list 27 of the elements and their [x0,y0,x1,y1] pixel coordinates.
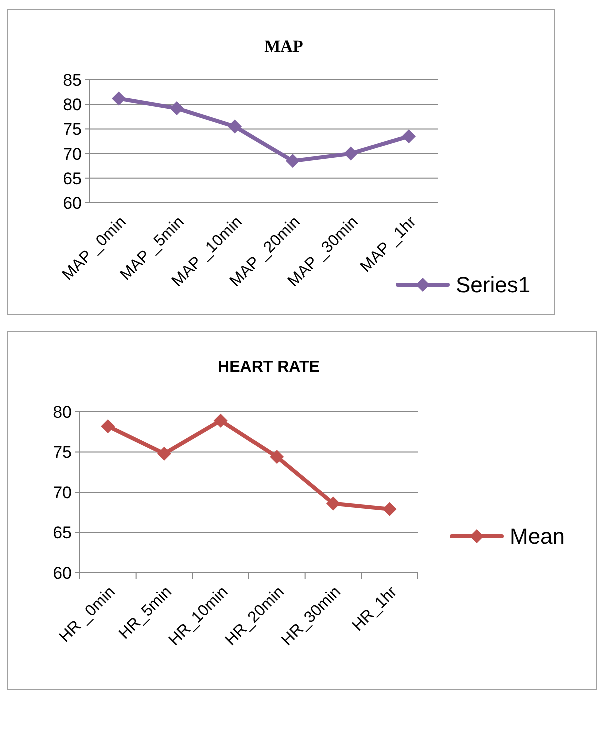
legend-label: Mean [510,524,566,550]
point [402,130,416,144]
point [158,446,172,461]
point [214,414,228,428]
point [270,450,284,464]
point [112,92,126,106]
y-tick-label: 80 [53,402,72,422]
y-tick-label: 85 [63,70,82,90]
point [170,102,184,116]
y-tick-label: 80 [63,96,82,115]
y-tick-label: 70 [53,483,72,502]
y-tick-label: 75 [53,443,72,462]
y-tick-label: 60 [53,564,72,583]
point [326,496,340,511]
point [382,502,397,516]
point [228,120,242,134]
legend-label: Series1 [456,272,531,298]
y-tick-label: 75 [63,120,82,140]
chart-title: MAP [264,37,304,56]
point [101,419,116,434]
point [286,154,300,168]
chart-title: HEART RATE [218,359,320,376]
point [344,146,358,161]
y-tick-label: 70 [63,144,82,164]
y-tick-label: 65 [63,169,82,188]
y-tick-label: 65 [53,524,72,543]
y-tick-label: 60 [63,194,82,213]
